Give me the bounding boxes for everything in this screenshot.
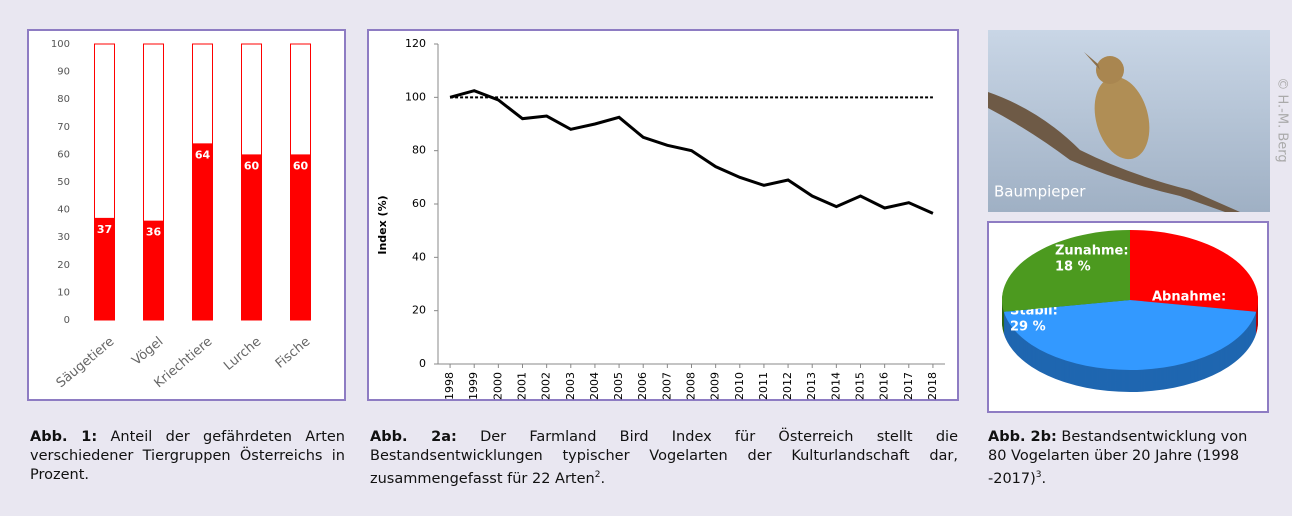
caption-label: Abb. 2a: <box>370 429 457 445</box>
x-tick-label: 2012 <box>781 372 794 400</box>
caption-text: Der Farmland Bird Index für Österreich s… <box>370 429 958 487</box>
caption: Abb. 2b: Bestandsentwicklung von 80 Voge… <box>988 428 1270 489</box>
data-label: 60 <box>244 159 260 172</box>
slice-label: Zunahme: <box>1055 244 1129 259</box>
photo-label: Baumpieper <box>994 183 1086 201</box>
data-label: 36 <box>146 226 162 239</box>
y-tick-label: 40 <box>412 250 426 263</box>
photo-credit: © H.-M. Berg <box>1275 77 1290 162</box>
y-tick-label: 60 <box>412 197 426 210</box>
bird-head <box>1096 56 1124 84</box>
y-tick-label: 90 <box>57 67 70 78</box>
caption-label: Abb. 2b: <box>988 429 1057 445</box>
bar <box>193 143 213 320</box>
x-tick-label: 2006 <box>636 372 649 400</box>
panel <box>368 30 958 400</box>
y-tick-label: 120 <box>405 37 426 50</box>
y-tick-label: 40 <box>57 205 70 216</box>
caption: Abb. 2a: Der Farmland Bird Index für Öst… <box>370 428 958 489</box>
y-tick-label: 100 <box>51 39 70 50</box>
x-tick-label: 2010 <box>733 372 746 400</box>
caption-end: . <box>600 471 605 487</box>
x-tick-label: 2004 <box>588 372 601 400</box>
y-tick-label: 30 <box>57 232 70 243</box>
data-label: 64 <box>195 148 211 161</box>
y-tick-label: 50 <box>57 177 70 188</box>
page: {"chart_data":[ {"type":"bar","categorie… <box>0 0 1292 516</box>
bar <box>242 154 262 320</box>
caption: Abb. 1: Anteil der gefährdeten Arten ver… <box>30 428 345 485</box>
x-tick-label: 2000 <box>491 372 504 400</box>
y-tick-label: 0 <box>64 315 70 326</box>
y-tick-label: 20 <box>57 260 70 271</box>
y-tick-label: 80 <box>412 144 426 157</box>
y-tick-label: 10 <box>57 287 70 298</box>
slice-value: 18 % <box>1055 260 1091 275</box>
photo: Baumpieper © H.-M. Berg <box>988 30 1290 212</box>
y-axis-label: Index (%) <box>376 195 389 254</box>
x-tick-label: 2009 <box>709 372 722 400</box>
y-tick-label: 60 <box>57 149 70 160</box>
x-tick-label: 2013 <box>805 372 818 400</box>
x-tick-label: 2018 <box>926 372 939 400</box>
bar <box>291 154 311 320</box>
caption-end: . <box>1042 471 1047 487</box>
x-tick-label: 2014 <box>829 372 842 400</box>
x-tick-label: 2016 <box>878 372 891 400</box>
slice-value: 29 % <box>1010 320 1046 335</box>
x-tick-label: 1999 <box>467 372 480 400</box>
x-tick-label: 2001 <box>516 372 529 400</box>
x-tick-label: 2008 <box>685 372 698 400</box>
x-tick-label: 2002 <box>540 372 553 400</box>
y-tick-label: 0 <box>419 357 426 370</box>
y-tick-label: 100 <box>405 90 426 103</box>
y-tick-label: 70 <box>57 122 70 133</box>
x-tick-label: 2017 <box>902 372 915 400</box>
y-tick-label: 80 <box>57 94 70 105</box>
x-tick-label: 1998 <box>443 372 456 400</box>
y-tick-label: 20 <box>412 304 426 317</box>
x-tick-label: 2003 <box>564 372 577 400</box>
data-label: 37 <box>97 223 112 236</box>
x-tick-label: 2005 <box>612 372 625 400</box>
caption-label: Abb. 1: <box>30 429 97 445</box>
x-tick-label: 2011 <box>757 372 770 400</box>
slice-label: Abnahme: <box>1152 290 1226 305</box>
x-tick-label: 2015 <box>854 372 867 400</box>
data-label: 60 <box>293 159 309 172</box>
x-tick-label: 2007 <box>660 372 673 400</box>
